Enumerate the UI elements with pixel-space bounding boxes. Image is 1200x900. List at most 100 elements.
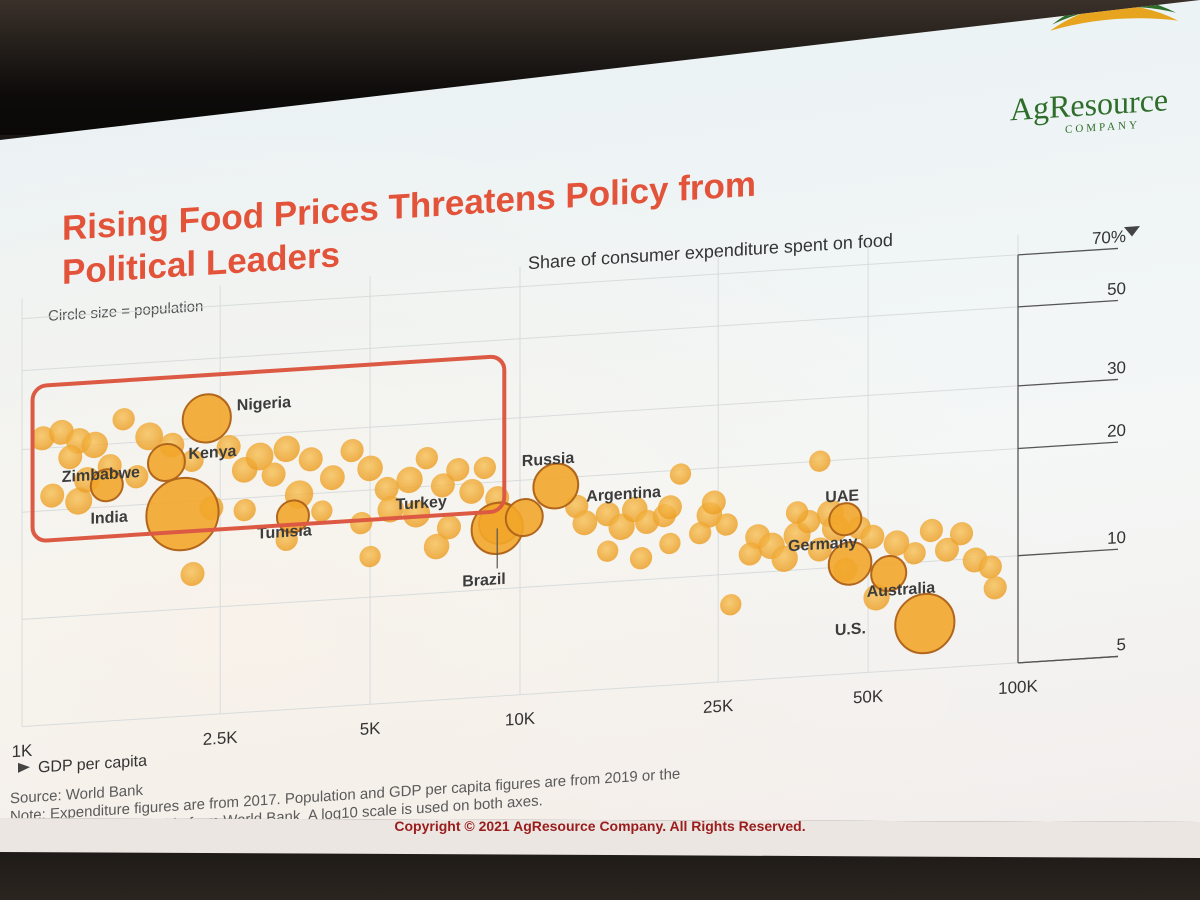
y-tick-label: 10 bbox=[1107, 528, 1126, 548]
data-point-label: Germany bbox=[788, 534, 857, 555]
labeled-data-point bbox=[894, 592, 956, 655]
y-tick-label: 5 bbox=[1117, 635, 1126, 655]
data-point bbox=[657, 495, 682, 520]
data-point bbox=[715, 513, 738, 536]
data-point bbox=[572, 510, 598, 536]
labeled-data-point bbox=[146, 442, 186, 482]
data-point bbox=[978, 555, 1002, 579]
data-point bbox=[809, 450, 831, 472]
data-point bbox=[350, 511, 373, 535]
data-point bbox=[273, 435, 300, 463]
data-point bbox=[275, 528, 298, 551]
labeled-data-point bbox=[870, 554, 908, 593]
data-point bbox=[58, 445, 83, 470]
y-tick-mark bbox=[1018, 299, 1118, 308]
highlight-box bbox=[30, 354, 507, 543]
data-point bbox=[436, 515, 461, 540]
y-gridline bbox=[22, 655, 1118, 728]
chart-point-labels: NigeriaKenyaZimbabweIndiaTunisiaTurkeyBr… bbox=[62, 394, 936, 639]
data-point bbox=[319, 465, 345, 491]
data-point-label: Argentina bbox=[586, 484, 661, 506]
data-point bbox=[81, 431, 108, 459]
data-point bbox=[785, 501, 809, 524]
logo-wordmark: AgResource bbox=[1010, 81, 1168, 127]
data-point bbox=[720, 594, 742, 616]
data-point-label: India bbox=[90, 509, 127, 528]
data-point bbox=[430, 473, 455, 498]
labeled-data-point bbox=[145, 476, 220, 552]
labeled-data-point bbox=[504, 498, 544, 538]
y-tick-label: 50 bbox=[1107, 279, 1126, 299]
labeled-data-point bbox=[828, 502, 863, 537]
data-point bbox=[934, 537, 959, 562]
data-point-label: U.S. bbox=[835, 620, 866, 639]
x-tick-label: 1K bbox=[12, 741, 33, 761]
data-point bbox=[919, 518, 943, 543]
y-gridline bbox=[22, 247, 1118, 320]
y-axis-baseline bbox=[1018, 655, 1118, 664]
labeled-data-point bbox=[89, 468, 124, 503]
data-point bbox=[903, 542, 926, 565]
data-point bbox=[807, 537, 832, 562]
data-point bbox=[983, 576, 1007, 600]
data-point bbox=[403, 500, 431, 528]
data-point-label: Australia bbox=[867, 580, 936, 601]
data-point bbox=[701, 490, 726, 515]
data-point bbox=[112, 408, 135, 431]
data-point bbox=[40, 483, 65, 508]
data-point bbox=[340, 438, 364, 463]
slide-content: AgResource COMPANY Rising Food Prices Th… bbox=[10, 0, 1178, 822]
data-point-label: UAE bbox=[825, 487, 859, 506]
data-point-label: Russia bbox=[522, 450, 575, 470]
y-tick-mark bbox=[1018, 247, 1118, 256]
data-point bbox=[883, 530, 910, 557]
x-axis-arrow-icon bbox=[18, 762, 30, 773]
data-point bbox=[689, 521, 712, 545]
agresource-logo: AgResource COMPANY bbox=[1010, 0, 1178, 136]
data-point bbox=[949, 522, 974, 546]
data-point bbox=[180, 561, 205, 587]
data-point bbox=[359, 545, 381, 568]
data-point bbox=[261, 462, 286, 487]
y-tick-label: 20 bbox=[1107, 421, 1126, 441]
data-point bbox=[181, 449, 204, 472]
y-gridline bbox=[22, 299, 1118, 372]
data-point bbox=[423, 533, 450, 560]
labeled-data-point bbox=[532, 462, 580, 510]
y-axis-arrow-icon bbox=[1124, 226, 1140, 237]
data-point bbox=[125, 465, 149, 489]
data-point-label: Nigeria bbox=[237, 394, 291, 414]
data-point bbox=[473, 456, 496, 480]
x-tick-label: 5K bbox=[360, 719, 381, 739]
data-point bbox=[374, 476, 399, 501]
data-point bbox=[415, 447, 438, 470]
data-point bbox=[233, 498, 256, 522]
data-point bbox=[357, 455, 383, 482]
chart-axes: 1K 2.5K 5K 10K 25K 50K 100K 70% 50 30 20 10 5 bbox=[12, 227, 1126, 761]
y-tick-label: 70% bbox=[1092, 227, 1126, 248]
data-point bbox=[738, 542, 762, 566]
data-point bbox=[771, 545, 798, 572]
data-point bbox=[135, 422, 163, 451]
data-point bbox=[30, 426, 55, 451]
data-point bbox=[446, 458, 470, 482]
data-point bbox=[216, 435, 241, 460]
logo-gold-arc-icon bbox=[1050, 5, 1178, 31]
data-point bbox=[65, 487, 93, 515]
data-point-label: Zimbabwe bbox=[62, 464, 140, 486]
y-tick-mark bbox=[1018, 441, 1118, 450]
data-point bbox=[669, 463, 692, 485]
x-tick-label: 100K bbox=[998, 677, 1038, 699]
y-tick-mark bbox=[1018, 548, 1118, 557]
chart-bubbles bbox=[30, 393, 1007, 655]
slide-title-line-1: Rising Food Prices Threatens Policy from bbox=[62, 165, 756, 248]
data-point bbox=[396, 466, 423, 494]
data-point-label: Turkey bbox=[396, 494, 447, 514]
data-point bbox=[597, 540, 619, 562]
data-point-label: Brazil bbox=[462, 571, 506, 591]
data-point bbox=[377, 496, 404, 523]
y-tick-mark bbox=[1018, 378, 1118, 387]
logo-subtext: COMPANY bbox=[1065, 119, 1140, 136]
